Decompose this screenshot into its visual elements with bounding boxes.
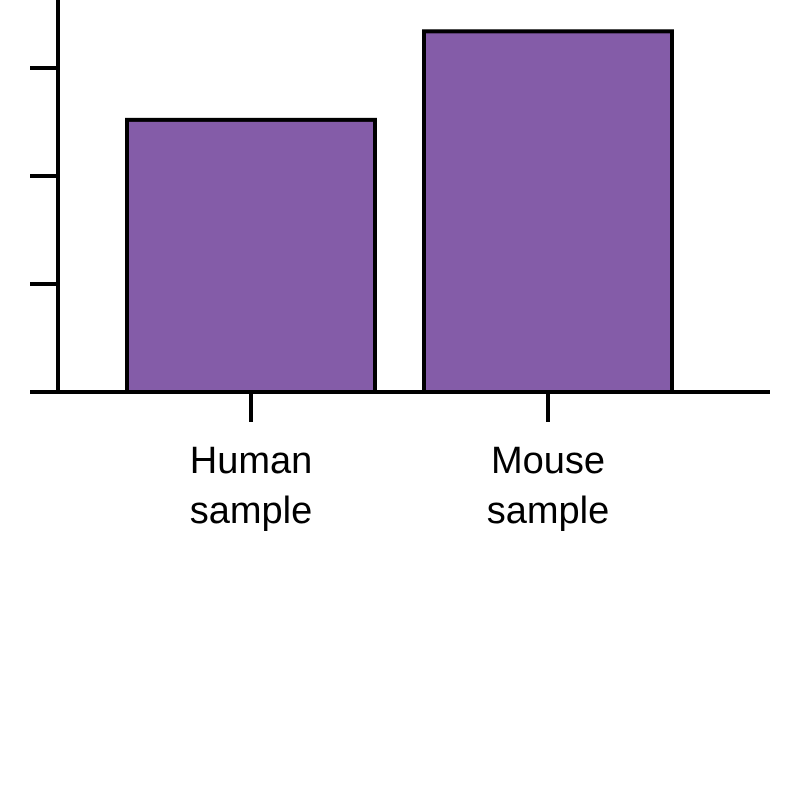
bar — [422, 29, 674, 395]
x-tick-label: Mouse sample — [486, 440, 610, 532]
bar — [125, 117, 377, 394]
x-tick-label: Human sample — [189, 440, 313, 532]
